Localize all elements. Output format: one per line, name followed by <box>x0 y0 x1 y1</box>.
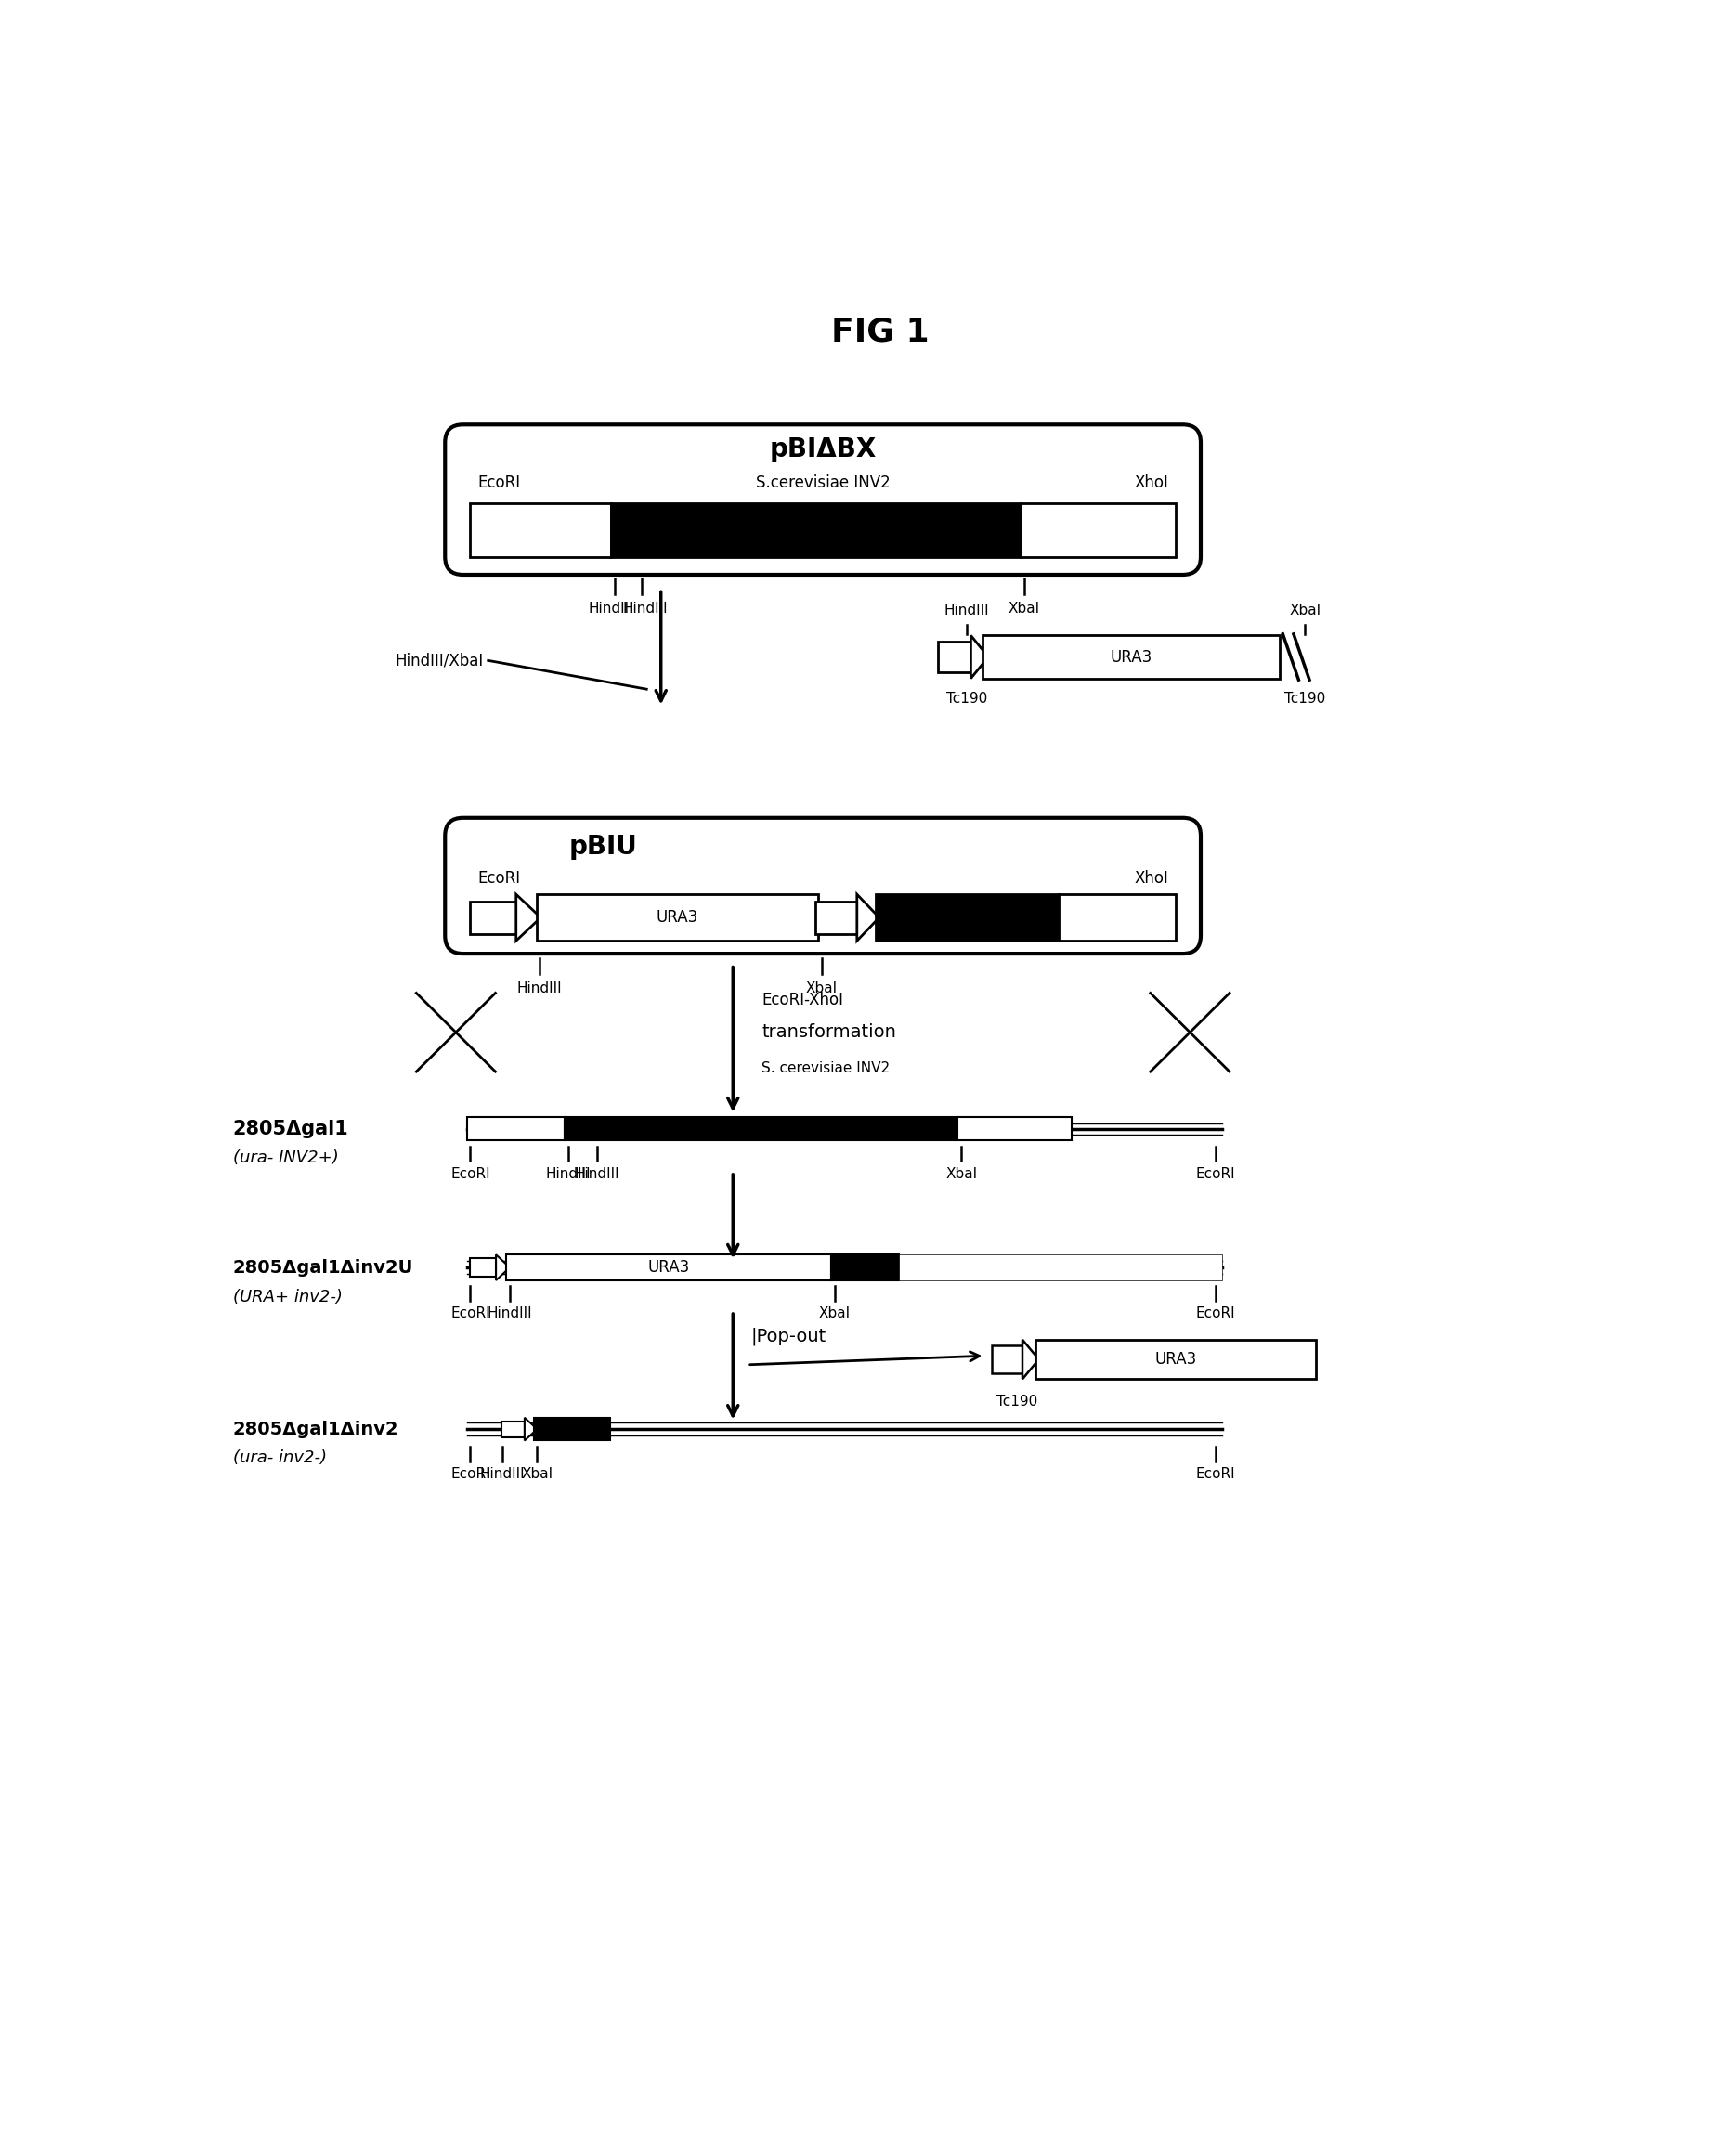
Text: EcoRI-XhoI: EcoRI-XhoI <box>761 992 844 1009</box>
Bar <box>938 642 971 673</box>
Text: HindIII: HindIII <box>945 604 990 617</box>
Text: URA3: URA3 <box>1110 649 1153 666</box>
Text: URA3: URA3 <box>1154 1352 1196 1367</box>
Text: EcoRI: EcoRI <box>478 474 521 492</box>
Text: EcoRI: EcoRI <box>450 1468 490 1481</box>
Text: EcoRI: EcoRI <box>450 1166 490 1181</box>
Text: HindIII: HindIII <box>576 1166 620 1181</box>
Bar <box>467 1117 565 1141</box>
Bar <box>507 1255 832 1281</box>
Bar <box>502 1421 524 1438</box>
Text: (ura- INV2+): (ura- INV2+) <box>232 1149 338 1166</box>
Polygon shape <box>1022 1339 1039 1380</box>
Text: (ura- inv2-): (ura- inv2-) <box>232 1449 326 1466</box>
Text: pBIΔBX: pBIΔBX <box>770 438 876 464</box>
Polygon shape <box>515 895 541 940</box>
Text: HindIII: HindIII <box>479 1468 526 1481</box>
Polygon shape <box>971 636 988 679</box>
Text: 2805Δgal1Δinv2: 2805Δgal1Δinv2 <box>232 1421 399 1438</box>
Bar <box>832 1255 899 1281</box>
Text: S. cerevisiae INV2: S. cerevisiae INV2 <box>761 1061 890 1076</box>
Bar <box>1020 502 1175 556</box>
Text: |Pop-out: |Pop-out <box>751 1328 826 1345</box>
Text: XhoI: XhoI <box>1134 474 1168 492</box>
Text: EcoRI: EcoRI <box>1196 1307 1235 1319</box>
Text: HindIII: HindIII <box>546 1166 591 1181</box>
Text: Tc190: Tc190 <box>947 692 988 705</box>
Text: XbaI: XbaI <box>806 981 837 994</box>
Text: XbaI: XbaI <box>521 1468 553 1481</box>
Bar <box>471 1259 497 1276</box>
Text: HindIII: HindIII <box>517 981 562 994</box>
Text: EcoRI: EcoRI <box>478 871 521 886</box>
Text: Tc190: Tc190 <box>996 1395 1038 1408</box>
Text: transformation: transformation <box>761 1024 897 1041</box>
Text: HindIII: HindIII <box>488 1307 533 1319</box>
Bar <box>876 895 1058 940</box>
Text: XbaI: XbaI <box>1008 602 1039 614</box>
Text: URA3: URA3 <box>656 910 699 925</box>
Text: pBIU: pBIU <box>569 834 637 860</box>
Text: XbaI: XbaI <box>945 1166 978 1181</box>
Bar <box>959 1117 1072 1141</box>
Bar <box>471 901 515 934</box>
Text: S.cerevisiae INV2: S.cerevisiae INV2 <box>756 474 890 492</box>
Text: HindIII: HindIII <box>589 602 634 614</box>
Polygon shape <box>497 1255 510 1281</box>
Text: EcoRI: EcoRI <box>1196 1166 1235 1181</box>
Text: (URA+ inv2-): (URA+ inv2-) <box>232 1289 342 1304</box>
Bar <box>565 1117 959 1141</box>
Bar <box>1036 1339 1316 1380</box>
Text: EcoRI: EcoRI <box>450 1307 490 1319</box>
FancyBboxPatch shape <box>445 425 1201 576</box>
Text: URA3: URA3 <box>648 1259 689 1276</box>
Text: HindIII/XbaI: HindIII/XbaI <box>395 651 483 668</box>
FancyBboxPatch shape <box>445 817 1201 953</box>
Polygon shape <box>524 1419 538 1440</box>
Text: 2805Δgal1Δinv2U: 2805Δgal1Δinv2U <box>232 1259 414 1276</box>
Bar <box>471 502 612 556</box>
Bar <box>991 1345 1022 1373</box>
Bar <box>1058 895 1175 940</box>
Text: XhoI: XhoI <box>1134 871 1168 886</box>
Text: EcoRI: EcoRI <box>1196 1468 1235 1481</box>
Bar <box>534 1419 610 1440</box>
Text: FIG 1: FIG 1 <box>832 317 929 347</box>
Text: XbaI: XbaI <box>1288 604 1321 617</box>
Bar <box>536 895 818 940</box>
Text: Tc190: Tc190 <box>1285 692 1326 705</box>
Bar <box>816 901 857 934</box>
Bar <box>612 502 1020 556</box>
Bar <box>899 1255 1221 1281</box>
Text: 2805Δgal1: 2805Δgal1 <box>232 1119 349 1138</box>
Bar <box>983 636 1280 679</box>
Text: HindIII: HindIII <box>622 602 668 614</box>
Polygon shape <box>857 895 880 940</box>
Text: XbaI: XbaI <box>819 1307 850 1319</box>
